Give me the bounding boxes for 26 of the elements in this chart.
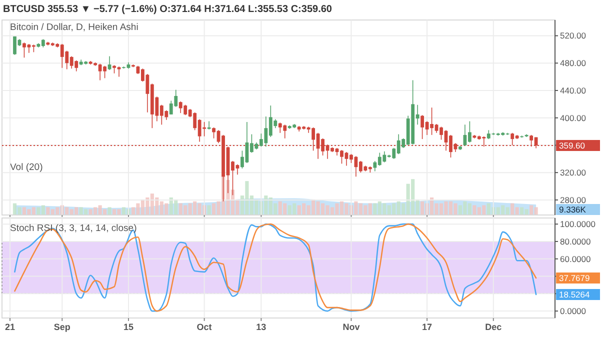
x-tick-label: Dec xyxy=(485,322,502,332)
chart-title: BTCUSD 355.53 ▼ −5.77 (−1.6%) O:371.64 H:371.64 L:355.53 C:359.60 xyxy=(3,4,332,15)
text: 9.336K xyxy=(559,204,586,214)
x-tick-label: Nov xyxy=(342,322,360,332)
x-tick-label: Sep xyxy=(54,322,71,332)
y-tick-label: 520.00 xyxy=(560,30,586,41)
y-tick-label: 80.0000 xyxy=(560,236,591,246)
x-tick-label: 17 xyxy=(422,322,432,332)
y-tick-label: 100.0000 xyxy=(560,219,596,230)
text: Stoch RSI (3, 3, 14, 14, close) xyxy=(10,223,137,234)
x-tick-label: 21 xyxy=(4,322,16,332)
x-tick-label: 13 xyxy=(256,322,266,332)
y-tick-label: 480.00 xyxy=(560,58,586,68)
chart-subtitle: Bitcoin / Dollar, D, Heiken Ashi xyxy=(10,22,138,33)
y-tick-label: 60.0000 xyxy=(560,254,591,264)
ref-line-label: 359.60 xyxy=(559,140,586,150)
text: 18.5264 xyxy=(559,290,590,300)
y-tick-label: 0.0000 xyxy=(560,306,586,316)
y-tick-label: 440.00 xyxy=(560,85,586,96)
y-tick-label: 320.00 xyxy=(560,168,586,178)
x-tick-label: 15 xyxy=(123,322,134,332)
y-tick-label: 280.00 xyxy=(560,194,586,205)
x-tick-label: Oct xyxy=(196,322,212,332)
chart-title: Vol (20) xyxy=(10,162,43,173)
text: 37.7679 xyxy=(559,273,590,283)
y-tick-label: 400.00 xyxy=(560,112,586,123)
